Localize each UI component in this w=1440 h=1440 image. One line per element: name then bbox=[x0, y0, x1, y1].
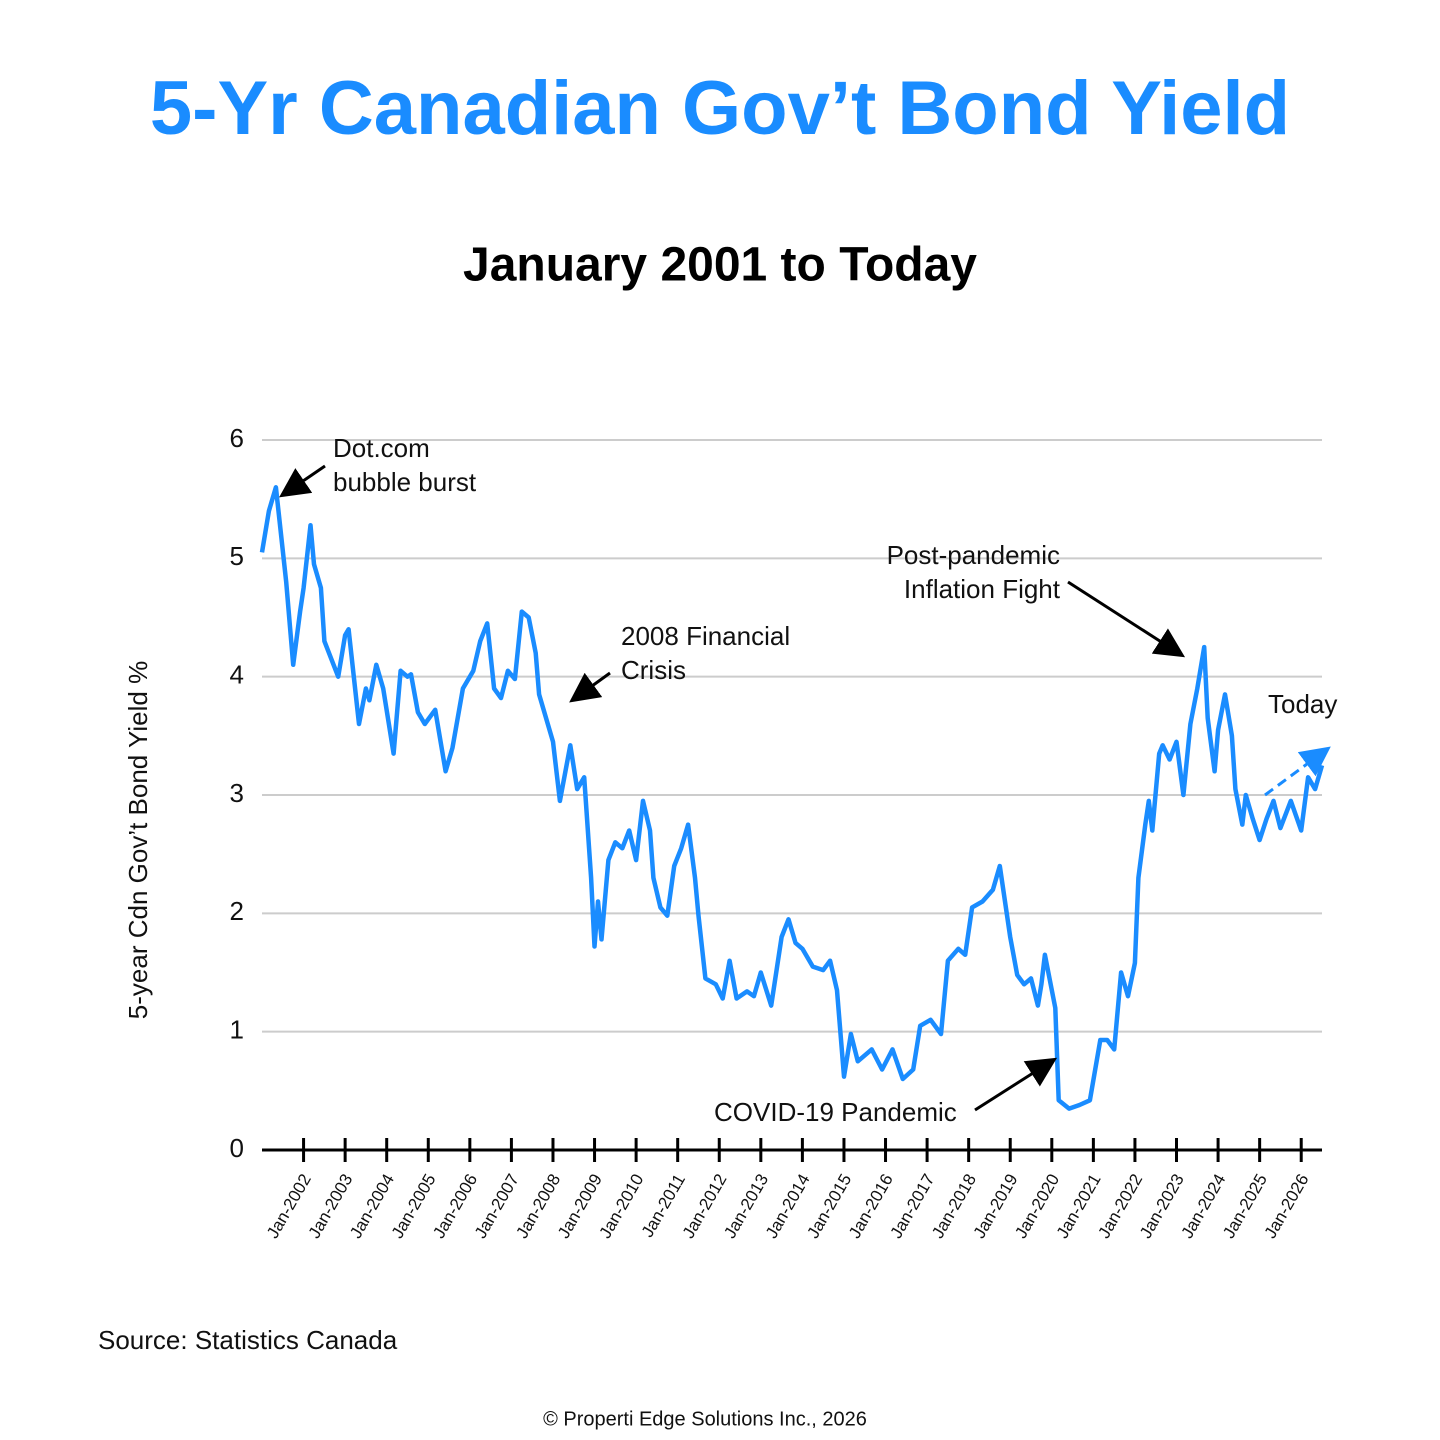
y-tick-label: 1 bbox=[230, 1015, 244, 1045]
chart-title: 5-Yr Canadian Gov’t Bond Yield bbox=[150, 66, 1290, 151]
annotation-arrow bbox=[569, 671, 611, 703]
y-tick-label: 3 bbox=[230, 778, 244, 808]
y-tick-label: 0 bbox=[230, 1133, 244, 1163]
y-tick-label: 4 bbox=[230, 660, 244, 690]
source: Source: Statistics Canada bbox=[98, 1325, 398, 1355]
chart-subtitle: January 2001 to Today bbox=[463, 239, 977, 292]
annotation-line: Post-pandemic bbox=[887, 540, 1060, 570]
annotation-arrow bbox=[1264, 746, 1331, 797]
y-tick-label: 2 bbox=[230, 896, 244, 926]
annotation-line: Inflation Fight bbox=[904, 574, 1061, 604]
copyright: © Properti Edge Solutions Inc., 2026 bbox=[543, 1408, 867, 1430]
y-tick-label: 5 bbox=[230, 541, 244, 571]
annotation-line: 2008 Financial bbox=[621, 621, 790, 651]
y-tick-label: 6 bbox=[230, 423, 244, 453]
annotation: 2008 Financial Crisis bbox=[621, 621, 790, 685]
annotation-arrow bbox=[1067, 580, 1186, 658]
annotation: COVID-19 Pandemic bbox=[714, 1097, 957, 1127]
annotation: Post-pandemic Inflation Fight bbox=[887, 540, 1061, 604]
annotations: Dot.com bubble burst 2008 Financial Crisis… bbox=[279, 433, 1337, 1127]
yield-line bbox=[259, 485, 1325, 1111]
annotation-arrow bbox=[974, 1057, 1058, 1112]
annotation: Dot.com bubble burst bbox=[333, 433, 477, 497]
annotation-line: Crisis bbox=[621, 655, 686, 685]
annotation-line: bubble burst bbox=[333, 467, 477, 497]
annotation: Today bbox=[1268, 689, 1337, 719]
annotation-arrow bbox=[279, 464, 326, 498]
annotation-line: Dot.com bbox=[333, 433, 430, 463]
y-axis-label: 5-year Cdn Gov’t Bond Yield % bbox=[123, 661, 153, 1019]
